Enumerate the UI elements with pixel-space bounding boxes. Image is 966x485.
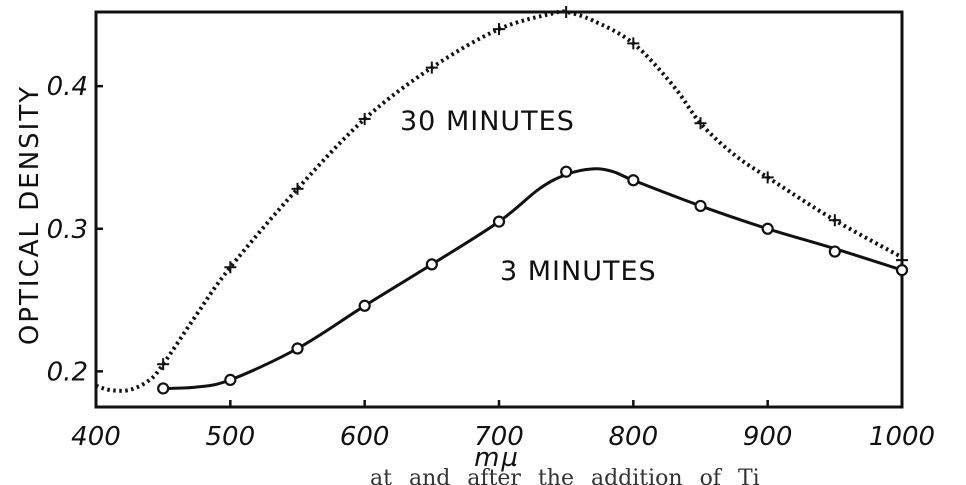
x-tick-label-400: 400: [71, 422, 121, 452]
point-3-minutes-650: [425, 258, 438, 271]
point-30-minutes-800: [627, 37, 640, 50]
annotation-30-minutes: 30 MINUTES: [400, 106, 575, 137]
point-3-minutes-1000: [895, 264, 909, 277]
annotation-3-minutes: 3 MINUTES: [500, 256, 657, 287]
series-line-3-minutes: [163, 167, 903, 390]
point-30-minutes-650: [425, 61, 438, 74]
point-3-minutes-450: [157, 382, 170, 395]
x-tick-label-700: 700: [474, 422, 524, 452]
x-tick-label-1000: 1000: [869, 422, 935, 452]
y-tick-label-0.4: 0.4: [47, 72, 88, 102]
figure-caption-fragment: at and after the addition of Ti: [370, 468, 760, 485]
point-30-minutes-700: [493, 23, 505, 36]
point-3-minutes-700: [492, 215, 506, 228]
point-30-minutes-900: [761, 171, 774, 184]
point-30-minutes-600: [358, 112, 371, 125]
point-3-minutes-800: [627, 174, 640, 187]
x-tick-label-600: 600: [340, 422, 390, 452]
point-30-minutes-550: [291, 182, 304, 195]
y-tick-label-0.2: 0.2: [47, 357, 88, 387]
x-tick-label-800: 800: [609, 422, 659, 452]
point-3-minutes-550: [291, 342, 304, 355]
y-axis-title: OPTICAL DENSITY: [15, 85, 45, 345]
x-tick-label-900: 900: [743, 422, 793, 452]
point-3-minutes-850: [694, 199, 707, 213]
plot-area: 400 500 600 700 800 900 1000 0.2 0.3 0.4: [47, 6, 935, 452]
point-30-minutes-750: [560, 6, 573, 18]
series-line-30-minutes: [95, 9, 903, 393]
plot-frame: [94, 10, 904, 409]
point-3-minutes-950: [828, 245, 841, 258]
point-30-minutes-950: [828, 214, 841, 227]
point-3-minutes-750: [560, 165, 573, 178]
point-30-minutes-500: [224, 261, 237, 274]
point-30-minutes-850: [694, 117, 707, 130]
x-axis-title: mµ: [474, 443, 520, 473]
x-tick-label-500: 500: [206, 422, 256, 452]
point-3-minutes-600: [358, 299, 371, 312]
y-tick-label-0.3: 0.3: [47, 215, 88, 245]
point-3-minutes-500: [224, 373, 237, 387]
point-3-minutes-900: [761, 222, 774, 235]
point-30-minutes-450: [157, 358, 170, 371]
